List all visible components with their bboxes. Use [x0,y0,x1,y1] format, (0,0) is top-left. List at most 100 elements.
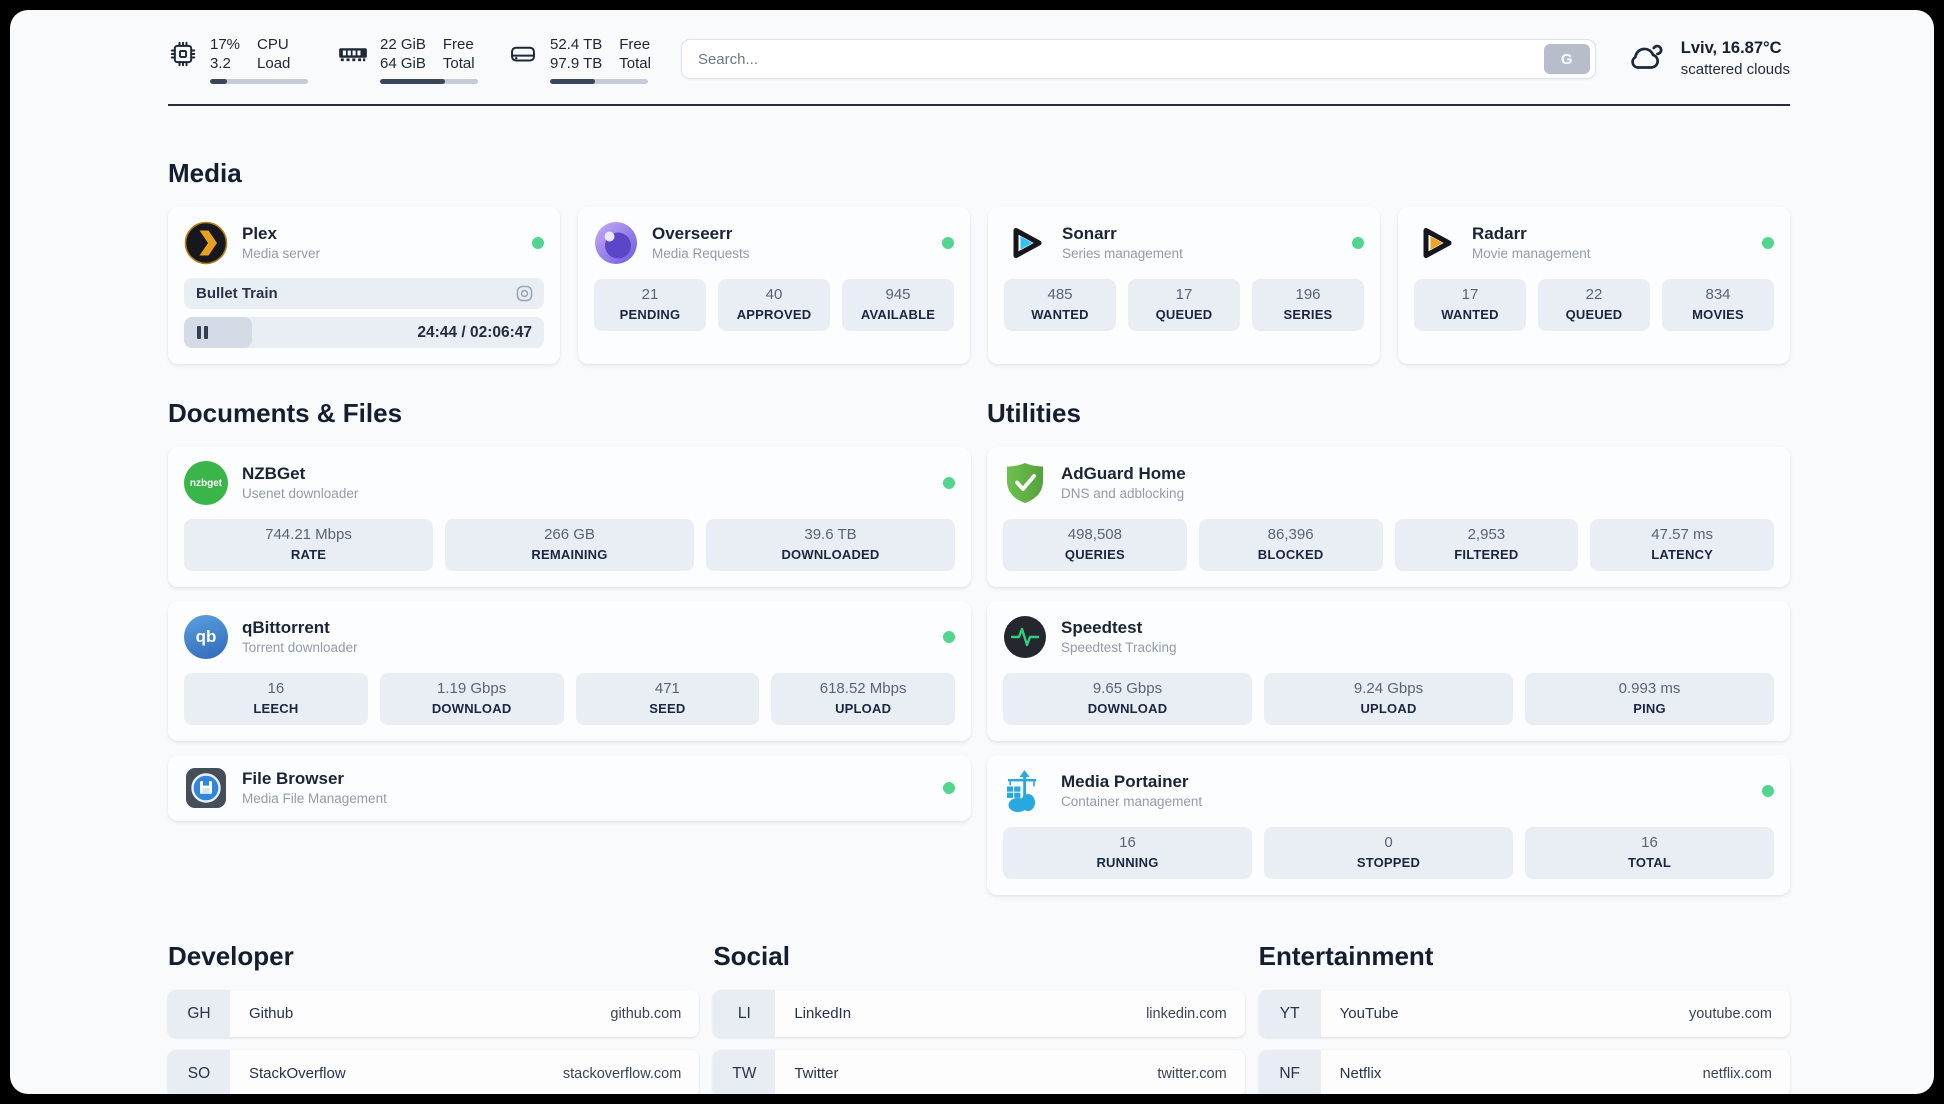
bookmark-abbr: YT [1258,990,1321,1037]
stat-leech: 16 LEECH [184,673,368,725]
status-online-dot [943,477,955,489]
media-section-heading: Media [168,158,242,188]
stat-available: 945 AVAILABLE [842,279,954,331]
stat-label: RUNNING [1096,855,1159,870]
stat-label: TOTAL [1627,855,1672,870]
stat-filtered: 2,953 FILTERED [1394,519,1579,571]
disk-progress-bar [550,78,648,84]
bookmark-youtube[interactable]: YT YouTube youtube.com [1258,990,1790,1037]
stat-download: 9.65 Gbps DOWNLOAD [1003,673,1252,725]
bookmark-abbr: SO [168,1050,230,1094]
social-section-heading: Social [713,941,790,971]
stat-value: 618.52 Mbps [819,680,907,697]
playback-time: 24:44 / 02:06:47 [417,323,532,341]
memory-free-label: Free [442,35,474,53]
stat-running: 16 RUNNING [1003,827,1252,879]
stat-queries: 498,508 QUERIES [1003,519,1187,571]
developer-section-heading: Developer [168,941,294,971]
bookmark-netflix[interactable]: NF Netflix netflix.com [1258,1050,1790,1094]
bookmark-linkedin[interactable]: LI LinkedIn linkedin.com [713,990,1245,1037]
top-bar: 17% 3.2 CPU Load [168,26,1790,92]
stat-total: 16 TOTAL [1525,827,1774,879]
app-subtitle: Series management [1062,246,1183,261]
app-card-qbittorrent[interactable]: qb qBittorrent Torrent downloader 16 [168,601,971,741]
app-card-speedtest[interactable]: Speedtest Speedtest Tracking 9.65 Gbps D… [987,601,1790,741]
app-card-adguard[interactable]: AdGuard Home DNS and adblocking 498,508 … [987,447,1790,587]
status-online-dot [942,237,954,249]
app-card-radarr[interactable]: Radarr Movie management 17 WANTED 22 QUE… [1398,207,1790,364]
entertainment-section-heading: Entertainment [1258,941,1434,971]
stat-downloaded: 39.6 TB DOWNLOADED [706,519,955,571]
disk-widget: 52.4 TB 97.9 TB Free Total [508,35,651,84]
now-playing-row: Bullet Train [184,278,544,309]
app-name: Media Portainer [1061,772,1189,791]
qbittorrent-icon: qb [184,615,228,659]
memory-progress-bar [380,78,478,84]
search-engine-button[interactable]: G [1543,44,1590,74]
app-subtitle: Container management [1061,794,1203,809]
stat-value: 17 [1461,286,1479,303]
cpu-progress-bar [210,78,308,84]
stat-upload: 618.52 Mbps UPLOAD [771,673,955,725]
app-card-portainer[interactable]: Media Portainer Container management 16 … [987,755,1790,895]
stat-label: SERIES [1283,307,1333,322]
app-subtitle: Torrent downloader [242,640,358,655]
bookmark-name: YouTube [1339,1005,1399,1022]
stat-label: UPLOAD [1360,701,1417,716]
utilities-column: Utilities [987,398,1790,895]
search-input[interactable] [697,50,1544,68]
bookmark-abbr: GH [168,990,230,1037]
utilities-section-heading: Utilities [987,398,1081,428]
stat-label: RATE [290,547,327,562]
session-view-icon[interactable] [515,284,534,303]
header-divider [168,104,1790,106]
memory-free-value: 22 GiB [380,35,426,53]
stat-label: AVAILABLE [860,307,936,322]
bookmark-github[interactable]: GH Github github.com [168,990,700,1037]
entertainment-column: Entertainment YT YouTube youtube.com NF … [1258,941,1790,1094]
playback-progress-bar[interactable]: 24:44 / 02:06:47 [184,317,544,348]
stat-label: DOWNLOAD [431,701,512,716]
memory-progress-fill [380,78,445,84]
stat-label: DOWNLOAD [1087,701,1168,716]
memory-total-value: 64 GiB [380,54,426,72]
pause-icon[interactable] [197,326,208,339]
search-bar[interactable]: G [680,39,1596,79]
app-card-filebrowser[interactable]: File Browser Media File Management [168,755,971,821]
app-card-overseerr[interactable]: Overseerr Media Requests 21 PENDING 40 A… [578,207,970,364]
stat-queued: 17 QUEUED [1128,279,1240,331]
cpu-load-label: Load [257,54,291,72]
stat-approved: 40 APPROVED [718,279,830,331]
developer-column: Developer GH Github github.com SO StackO… [168,941,700,1094]
stat-label: PENDING [619,307,681,322]
bookmark-stackoverflow[interactable]: SO StackOverflow stackoverflow.com [168,1050,700,1094]
nzbget-icon: nzbget [184,461,228,505]
weather-widget: Lviv, 16.87°C scattered clouds [1626,38,1790,80]
cpu-usage-value: 17% [210,35,241,53]
status-online-dot [943,631,955,643]
status-online-dot [1762,785,1774,797]
bookmark-url: twitter.com [1157,1065,1227,1082]
app-name: Speedtest [1061,618,1143,637]
app-card-nzbget[interactable]: nzbget NZBGet Usenet downloader 744.21 M… [168,447,971,587]
adguard-icon [1003,461,1047,505]
stat-value: 16 [1641,834,1658,851]
stat-label: APPROVED [736,307,812,322]
app-subtitle: Media server [242,246,321,261]
stat-value: 17 [1175,286,1193,303]
stat-value: 0.993 ms [1618,680,1681,697]
now-playing-title: Bullet Train [196,285,278,302]
stat-value: 47.57 ms [1651,526,1713,543]
overseerr-icon [594,221,638,265]
stat-label: STOPPED [1356,855,1421,870]
bookmark-twitter[interactable]: TW Twitter twitter.com [713,1050,1245,1094]
bookmark-name: LinkedIn [794,1005,852,1022]
stat-label: DOWNLOADED [781,547,880,562]
stat-value: 39.6 TB [804,526,857,543]
memory-icon [338,39,368,69]
stat-value: 498,508 [1067,526,1122,543]
nzbget-icon-text: nzbget [189,477,223,489]
app-card-plex[interactable]: Plex Media server Bullet Train [168,207,560,364]
plex-icon [184,221,228,265]
app-card-sonarr[interactable]: Sonarr Series management 485 WANTED 17 Q… [988,207,1380,364]
